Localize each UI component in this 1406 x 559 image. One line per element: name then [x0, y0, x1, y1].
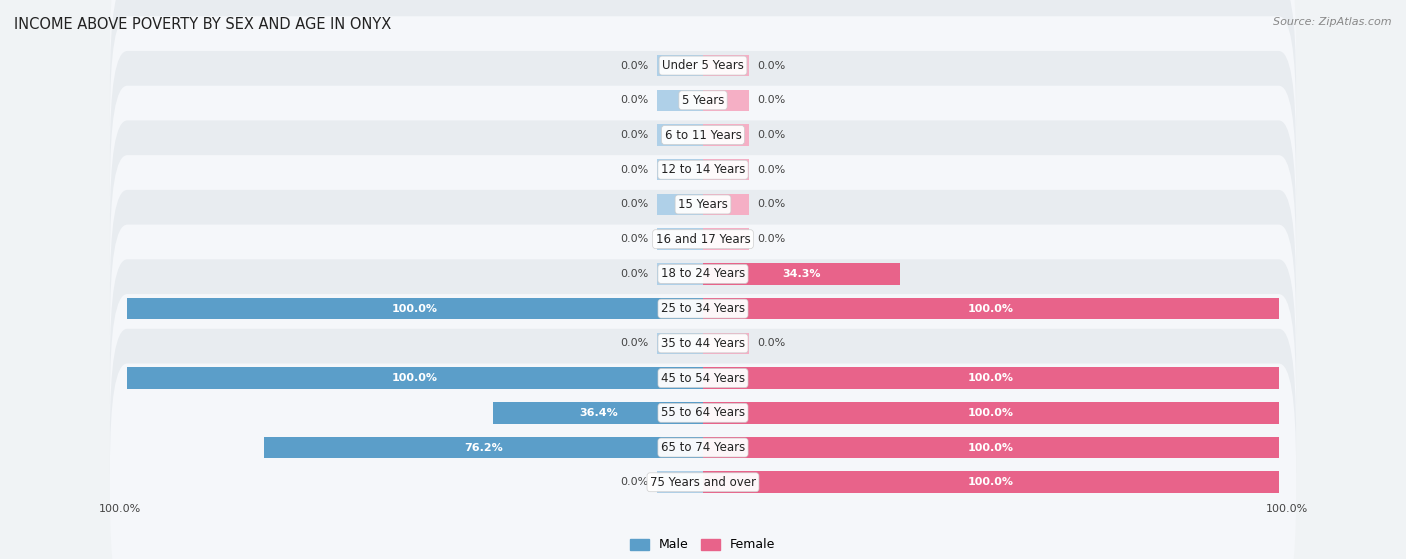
Text: 100.0%: 100.0%	[967, 408, 1014, 418]
Bar	[703, 333, 749, 354]
Bar	[264, 437, 703, 458]
Text: 0.0%: 0.0%	[620, 95, 648, 105]
Text: 0.0%: 0.0%	[758, 165, 786, 175]
Text: 0.0%: 0.0%	[758, 95, 786, 105]
Bar	[657, 89, 703, 111]
Text: 6 to 11 Years: 6 to 11 Years	[665, 129, 741, 141]
FancyBboxPatch shape	[110, 120, 1296, 358]
FancyBboxPatch shape	[110, 0, 1296, 219]
Text: 0.0%: 0.0%	[620, 269, 648, 279]
Text: 100.0%: 100.0%	[392, 373, 439, 383]
Bar	[494, 402, 703, 424]
Bar	[657, 194, 703, 215]
Text: 18 to 24 Years: 18 to 24 Years	[661, 267, 745, 281]
FancyBboxPatch shape	[110, 329, 1296, 559]
Text: 0.0%: 0.0%	[620, 234, 648, 244]
Text: 45 to 54 Years: 45 to 54 Years	[661, 372, 745, 385]
Bar	[657, 124, 703, 146]
Text: 0.0%: 0.0%	[758, 130, 786, 140]
Text: 0.0%: 0.0%	[758, 234, 786, 244]
FancyBboxPatch shape	[110, 86, 1296, 323]
Text: 76.2%: 76.2%	[464, 443, 503, 453]
Bar	[127, 298, 703, 319]
Bar	[703, 159, 749, 181]
Text: 36.4%: 36.4%	[579, 408, 617, 418]
Text: 0.0%: 0.0%	[620, 200, 648, 210]
Text: 16 and 17 Years: 16 and 17 Years	[655, 233, 751, 246]
Bar	[703, 402, 1279, 424]
Legend: Male, Female: Male, Female	[626, 533, 780, 556]
Text: Source: ZipAtlas.com: Source: ZipAtlas.com	[1274, 17, 1392, 27]
Text: 5 Years: 5 Years	[682, 94, 724, 107]
FancyBboxPatch shape	[110, 16, 1296, 254]
Bar	[703, 194, 749, 215]
Text: 55 to 64 Years: 55 to 64 Years	[661, 406, 745, 419]
Text: 0.0%: 0.0%	[620, 60, 648, 70]
Text: 0.0%: 0.0%	[620, 165, 648, 175]
Bar	[703, 124, 749, 146]
Text: 0.0%: 0.0%	[758, 338, 786, 348]
Bar	[703, 367, 1279, 389]
Text: 100.0%: 100.0%	[392, 304, 439, 314]
Text: Under 5 Years: Under 5 Years	[662, 59, 744, 72]
Text: 0.0%: 0.0%	[758, 60, 786, 70]
Text: 100.0%: 100.0%	[1265, 504, 1308, 514]
Text: 34.3%: 34.3%	[783, 269, 821, 279]
Bar	[703, 298, 1279, 319]
FancyBboxPatch shape	[110, 259, 1296, 497]
Text: 15 Years: 15 Years	[678, 198, 728, 211]
Bar	[657, 55, 703, 77]
Bar	[657, 263, 703, 285]
Text: 100.0%: 100.0%	[967, 477, 1014, 487]
FancyBboxPatch shape	[110, 155, 1296, 392]
Bar	[703, 229, 749, 250]
Bar	[127, 367, 703, 389]
FancyBboxPatch shape	[110, 363, 1296, 559]
FancyBboxPatch shape	[110, 0, 1296, 184]
Bar	[703, 55, 749, 77]
Bar	[703, 437, 1279, 458]
Bar	[657, 333, 703, 354]
FancyBboxPatch shape	[110, 294, 1296, 532]
Bar	[657, 471, 703, 493]
Text: 0.0%: 0.0%	[758, 200, 786, 210]
Text: 25 to 34 Years: 25 to 34 Years	[661, 302, 745, 315]
Text: 12 to 14 Years: 12 to 14 Years	[661, 163, 745, 176]
Text: 0.0%: 0.0%	[620, 338, 648, 348]
FancyBboxPatch shape	[110, 225, 1296, 462]
Text: 100.0%: 100.0%	[967, 443, 1014, 453]
Bar	[703, 89, 749, 111]
FancyBboxPatch shape	[110, 51, 1296, 288]
Text: 0.0%: 0.0%	[620, 477, 648, 487]
FancyBboxPatch shape	[110, 190, 1296, 428]
Bar	[657, 229, 703, 250]
Text: 35 to 44 Years: 35 to 44 Years	[661, 337, 745, 350]
Text: 65 to 74 Years: 65 to 74 Years	[661, 441, 745, 454]
Text: 100.0%: 100.0%	[98, 504, 141, 514]
Text: 100.0%: 100.0%	[967, 304, 1014, 314]
Bar	[703, 263, 900, 285]
Bar	[703, 471, 1279, 493]
Text: 100.0%: 100.0%	[967, 373, 1014, 383]
Text: INCOME ABOVE POVERTY BY SEX AND AGE IN ONYX: INCOME ABOVE POVERTY BY SEX AND AGE IN O…	[14, 17, 391, 32]
Text: 0.0%: 0.0%	[620, 130, 648, 140]
Text: 75 Years and over: 75 Years and over	[650, 476, 756, 489]
Bar	[657, 159, 703, 181]
